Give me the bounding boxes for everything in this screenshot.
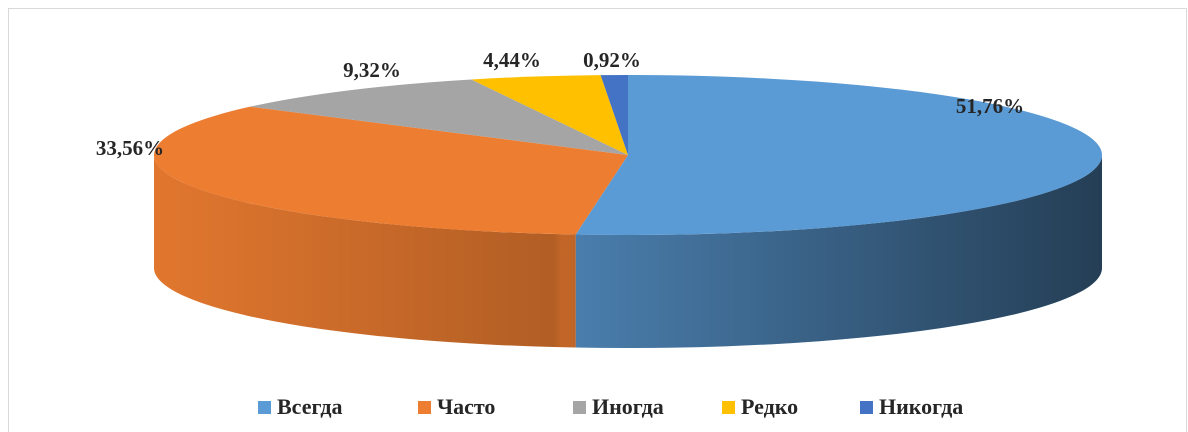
legend: Всегда Часто Иногда Редко Никогда [258, 394, 963, 419]
legend-label: Редко [741, 394, 798, 419]
pie-tops [154, 75, 1103, 236]
data-label: 0,92% [583, 48, 641, 72]
pie-slice [600, 75, 628, 155]
data-label: 33,56% [96, 136, 164, 160]
legend-swatch [860, 401, 873, 414]
pie-side-shade [154, 155, 576, 348]
legend-swatch [418, 401, 431, 414]
legend-swatch [722, 401, 735, 414]
pie-slice [471, 75, 628, 155]
pie-slice [154, 106, 628, 235]
legend-label: Иногда [592, 394, 664, 419]
pie-side-shade [575, 155, 1102, 348]
legend-swatch [573, 401, 586, 414]
labels: 51,76% 33,56% 9,32% 4,44% 0,92% [96, 48, 1024, 160]
pie-slice [575, 75, 1103, 236]
legend-label: Часто [437, 394, 495, 419]
legend-label: Никогда [879, 394, 963, 419]
data-label: 9,32% [343, 58, 401, 82]
data-label: 51,76% [956, 94, 1024, 118]
legend-label: Всегда [277, 394, 343, 419]
pie-slice [250, 79, 628, 155]
pie-sides [154, 155, 1102, 348]
chart-border [8, 8, 1187, 432]
legend-swatch [258, 401, 271, 414]
data-label: 4,44% [483, 48, 541, 72]
